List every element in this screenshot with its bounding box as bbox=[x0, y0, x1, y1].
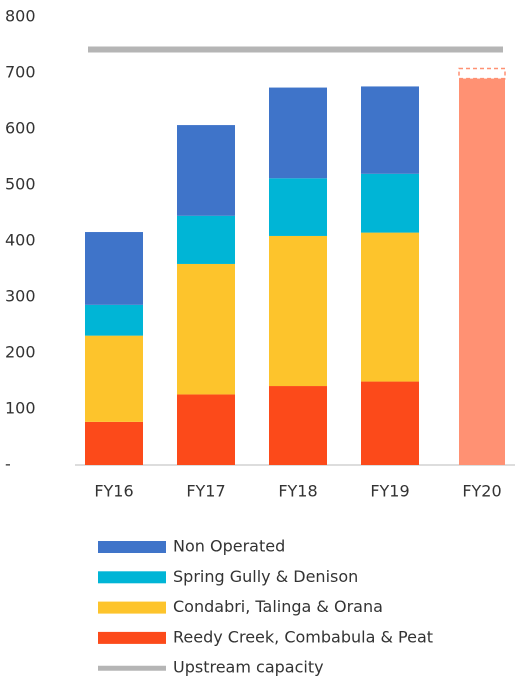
y-tick-label: 800 bbox=[5, 7, 36, 26]
bar-dashed-top bbox=[458, 67, 506, 80]
bar-segment bbox=[269, 235, 327, 387]
legend-label: Condabri, Talinga & Orana bbox=[173, 597, 383, 616]
y-tick-label: 600 bbox=[5, 119, 36, 138]
legend-swatch bbox=[98, 601, 166, 614]
y-tick-label: 300 bbox=[5, 287, 36, 306]
bar-segment bbox=[85, 304, 143, 336]
bar-segment bbox=[177, 215, 235, 264]
bar-segment bbox=[85, 335, 143, 422]
bar-segment bbox=[361, 173, 419, 233]
x-tick-label: FY20 bbox=[462, 482, 501, 501]
x-tick-label: FY16 bbox=[94, 482, 133, 501]
legend-label: Non Operated bbox=[173, 537, 285, 556]
y-tick-label: 500 bbox=[5, 175, 36, 194]
bar-segment bbox=[361, 232, 419, 382]
legend-label: Spring Gully & Denison bbox=[173, 567, 358, 586]
bar-segment bbox=[177, 394, 235, 465]
x-tick-label: FY19 bbox=[370, 482, 409, 501]
legend-swatch bbox=[98, 541, 166, 553]
bar-segment bbox=[269, 178, 327, 236]
bar-segment bbox=[85, 421, 143, 465]
legend-swatch bbox=[98, 571, 166, 584]
y-tick-label: 400 bbox=[5, 231, 36, 250]
bar-segment bbox=[177, 263, 235, 395]
legend-swatch bbox=[98, 631, 166, 644]
y-tick-label: 700 bbox=[5, 63, 36, 82]
legend-label: Upstream capacity bbox=[173, 658, 324, 677]
y-tick-label: - bbox=[5, 455, 11, 474]
bar-segment bbox=[361, 381, 419, 465]
legend-label: Reedy Creek, Combabula & Peat bbox=[173, 627, 433, 646]
y-tick-label: 100 bbox=[5, 399, 36, 418]
y-tick-label: 200 bbox=[5, 343, 36, 362]
bar-segment bbox=[269, 87, 327, 179]
bar-segment bbox=[361, 86, 419, 174]
bar bbox=[459, 78, 505, 465]
bar-segment bbox=[85, 232, 143, 305]
x-tick-label: FY18 bbox=[278, 482, 317, 501]
x-tick-label: FY17 bbox=[186, 482, 225, 501]
bar-segment bbox=[269, 386, 327, 465]
bar-segment bbox=[177, 125, 235, 216]
